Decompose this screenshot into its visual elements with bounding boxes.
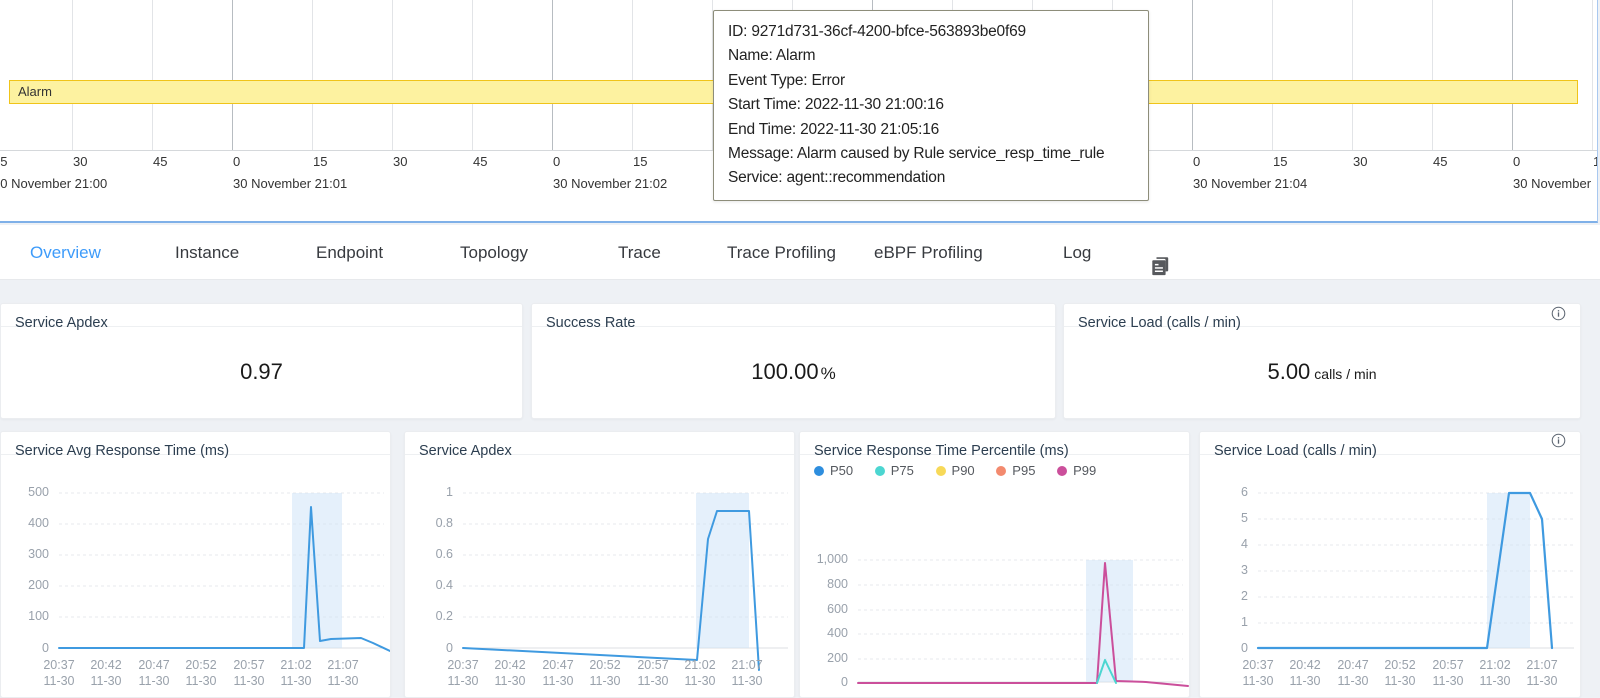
svg-text:4: 4: [1241, 537, 1248, 551]
svg-text:20:57: 20:57: [1432, 658, 1463, 672]
svg-text:300: 300: [28, 547, 49, 561]
svg-text:11-30: 11-30: [494, 674, 525, 688]
svg-text:20:47: 20:47: [138, 658, 169, 672]
svg-text:0.2: 0.2: [436, 609, 453, 623]
svg-text:11-30: 11-30: [1337, 674, 1368, 688]
svg-text:21:02: 21:02: [1479, 658, 1510, 672]
svg-text:21:02: 21:02: [280, 658, 311, 672]
svg-text:11-30: 11-30: [327, 674, 358, 688]
svg-text:800: 800: [827, 577, 848, 591]
svg-text:400: 400: [827, 626, 848, 640]
svg-text:11-30: 11-30: [447, 674, 478, 688]
svg-text:0.6: 0.6: [436, 547, 453, 561]
svg-text:21:07: 21:07: [731, 658, 762, 672]
svg-text:600: 600: [827, 602, 848, 616]
svg-text:11-30: 11-30: [1479, 674, 1510, 688]
svg-text:3: 3: [1241, 563, 1248, 577]
svg-text:11-30: 11-30: [280, 674, 311, 688]
svg-text:20:47: 20:47: [1337, 658, 1368, 672]
svg-text:20:57: 20:57: [233, 658, 264, 672]
svg-text:11-30: 11-30: [1526, 674, 1557, 688]
svg-text:11-30: 11-30: [90, 674, 121, 688]
svg-text:11-30: 11-30: [1384, 674, 1415, 688]
svg-text:200: 200: [28, 578, 49, 592]
svg-text:0: 0: [1241, 641, 1248, 655]
svg-text:20:42: 20:42: [1289, 658, 1320, 672]
svg-text:21:07: 21:07: [1526, 658, 1557, 672]
svg-text:11-30: 11-30: [637, 674, 668, 688]
svg-text:11-30: 11-30: [731, 674, 762, 688]
svg-text:11-30: 11-30: [1289, 674, 1320, 688]
svg-text:20:52: 20:52: [589, 658, 620, 672]
svg-text:1: 1: [446, 485, 453, 499]
svg-text:20:37: 20:37: [1242, 658, 1273, 672]
svg-text:400: 400: [28, 516, 49, 530]
svg-text:200: 200: [827, 651, 848, 665]
svg-text:20:52: 20:52: [1384, 658, 1415, 672]
svg-text:20:37: 20:37: [447, 658, 478, 672]
svg-text:500: 500: [28, 485, 49, 499]
svg-text:11-30: 11-30: [542, 674, 573, 688]
svg-text:11-30: 11-30: [1432, 674, 1463, 688]
svg-text:11-30: 11-30: [43, 674, 74, 688]
svg-text:21:07: 21:07: [327, 658, 358, 672]
svg-text:5: 5: [1241, 511, 1248, 525]
svg-text:21:02: 21:02: [684, 658, 715, 672]
svg-text:11-30: 11-30: [138, 674, 169, 688]
svg-text:11-30: 11-30: [1242, 674, 1273, 688]
svg-text:20:52: 20:52: [185, 658, 216, 672]
svg-text:20:47: 20:47: [542, 658, 573, 672]
svg-text:1,000: 1,000: [817, 552, 848, 566]
svg-text:20:42: 20:42: [90, 658, 121, 672]
svg-text:11-30: 11-30: [233, 674, 264, 688]
svg-text:20:37: 20:37: [43, 658, 74, 672]
svg-text:11-30: 11-30: [185, 674, 216, 688]
svg-text:2: 2: [1241, 589, 1248, 603]
svg-text:11-30: 11-30: [684, 674, 715, 688]
svg-text:1: 1: [1241, 615, 1248, 629]
svg-text:20:57: 20:57: [637, 658, 668, 672]
svg-text:0.8: 0.8: [436, 516, 453, 530]
svg-text:0: 0: [446, 641, 453, 655]
svg-text:100: 100: [28, 609, 49, 623]
svg-text:6: 6: [1241, 485, 1248, 499]
svg-text:0: 0: [841, 675, 848, 689]
svg-text:0.4: 0.4: [436, 578, 453, 592]
svg-text:0: 0: [42, 641, 49, 655]
svg-text:20:42: 20:42: [494, 658, 525, 672]
svg-text:11-30: 11-30: [589, 674, 620, 688]
